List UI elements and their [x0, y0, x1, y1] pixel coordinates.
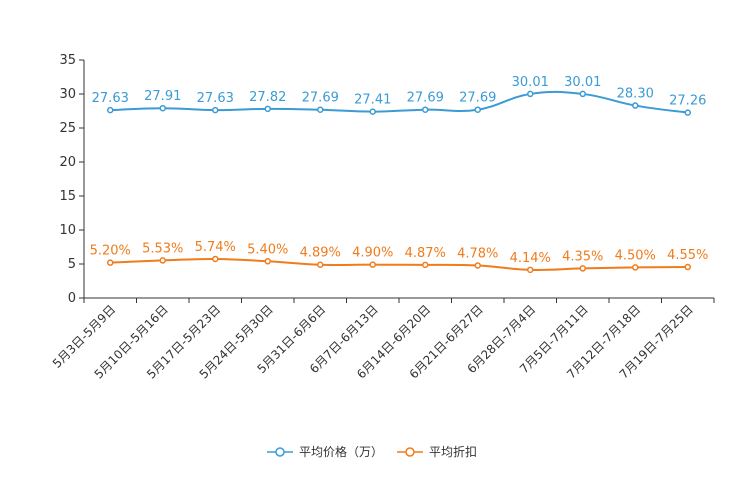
data-label: 27.69	[302, 91, 339, 106]
data-point[interactable]	[369, 108, 376, 115]
y-tick-label: 5	[68, 257, 76, 272]
data-point[interactable]	[369, 261, 376, 268]
data-label: 27.63	[197, 91, 234, 106]
legend-item-discount[interactable]: 平均折扣	[397, 443, 477, 460]
series-line-0	[110, 90, 688, 114]
y-tick-label: 0	[68, 291, 76, 306]
data-point[interactable]	[159, 257, 166, 264]
data-label: 30.01	[564, 75, 601, 90]
legend-label-price: 平均价格（万）	[298, 445, 383, 459]
data-point[interactable]	[684, 263, 691, 271]
chart-legend: 平均价格（万） 平均折扣	[0, 443, 744, 460]
y-tick-label: 20	[59, 155, 76, 170]
legend-swatch-discount-icon	[397, 446, 423, 457]
data-label: 27.63	[92, 91, 129, 106]
y-tick-label: 25	[59, 121, 76, 136]
data-label: 27.69	[407, 91, 444, 106]
data-point[interactable]	[264, 105, 271, 113]
data-point[interactable]	[579, 265, 586, 272]
data-point[interactable]	[632, 102, 639, 109]
data-point[interactable]	[632, 264, 639, 271]
data-label: 5.53%	[142, 241, 183, 256]
data-point[interactable]	[474, 262, 481, 269]
data-point[interactable]	[579, 90, 586, 98]
data-point[interactable]	[159, 104, 166, 112]
data-label: 4.35%	[562, 249, 603, 264]
data-label: 4.50%	[615, 248, 656, 263]
data-label: 27.41	[354, 93, 391, 108]
series-line-1	[110, 257, 688, 271]
data-point[interactable]	[684, 109, 691, 116]
data-point[interactable]	[527, 266, 534, 274]
y-tick-label: 10	[59, 223, 76, 238]
y-tick-label: 35	[59, 53, 76, 68]
data-label: 4.90%	[352, 246, 393, 261]
data-label: 27.82	[249, 90, 286, 105]
legend-swatch-price-icon	[266, 446, 293, 457]
data-label: 4.89%	[300, 246, 341, 261]
data-point[interactable]	[422, 106, 429, 113]
data-point[interactable]	[317, 261, 324, 268]
data-label: 4.55%	[667, 248, 708, 263]
legend-label-discount: 平均折扣	[429, 445, 478, 459]
data-label: 4.14%	[510, 251, 551, 266]
y-tick-label: 15	[59, 189, 76, 204]
data-label: 27.69	[459, 91, 496, 106]
data-label: 30.01	[512, 75, 549, 90]
data-point[interactable]	[107, 259, 114, 266]
data-label: 4.78%	[457, 246, 498, 261]
data-label: 27.91	[144, 89, 181, 104]
data-label: 28.30	[617, 87, 654, 102]
data-point[interactable]	[474, 106, 481, 113]
data-point[interactable]	[212, 106, 219, 114]
data-label: 5.20%	[90, 244, 131, 259]
data-point[interactable]	[422, 261, 429, 269]
data-label: 27.26	[669, 94, 706, 109]
data-point[interactable]	[527, 90, 534, 98]
legend-item-price[interactable]: 平均价格（万）	[266, 443, 383, 460]
data-point[interactable]	[212, 255, 219, 263]
data-point[interactable]	[107, 106, 114, 114]
data-label: 4.87%	[405, 246, 446, 261]
data-point[interactable]	[317, 106, 324, 113]
data-label: 5.74%	[195, 240, 236, 255]
data-point[interactable]	[264, 258, 271, 265]
y-tick-label: 30	[59, 87, 76, 102]
data-label: 5.40%	[247, 242, 288, 257]
